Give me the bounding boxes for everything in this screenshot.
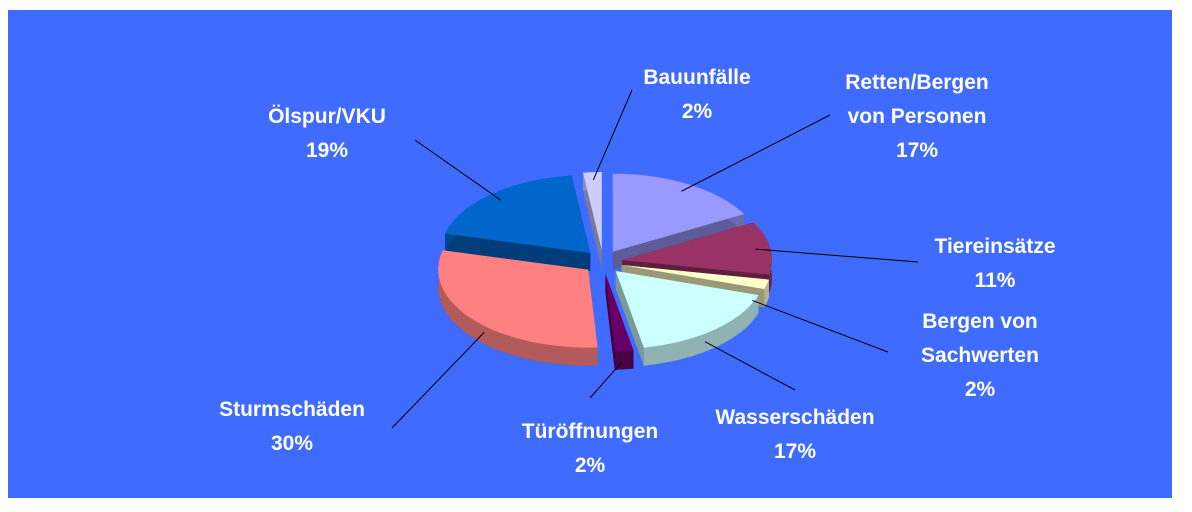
leader-line bbox=[592, 89, 633, 181]
leader-line bbox=[589, 361, 623, 399]
slice-side bbox=[615, 271, 644, 366]
slice bbox=[612, 173, 745, 252]
leader-line bbox=[414, 139, 502, 201]
value-label: 19% bbox=[305, 139, 349, 162]
leader-line bbox=[704, 341, 796, 391]
slice-side bbox=[583, 172, 602, 268]
leader-line bbox=[755, 248, 919, 263]
category-label: Tiereinsätze bbox=[934, 235, 1056, 258]
slice bbox=[622, 222, 772, 275]
data-label: Türöffnungen 2% bbox=[522, 415, 658, 483]
category-label: Ölspur/VKU bbox=[268, 105, 386, 128]
data-label: Sturmschäden 30% bbox=[219, 393, 365, 461]
data-label: Bauunfälle 2% bbox=[643, 61, 750, 129]
value-label: 17% bbox=[773, 440, 817, 463]
value-label: 2% bbox=[574, 454, 606, 477]
slice-side bbox=[445, 233, 591, 271]
slice-side bbox=[643, 295, 759, 366]
category-label: Retten/Bergen von Personen bbox=[845, 71, 989, 128]
slice bbox=[621, 265, 769, 290]
category-label: Türöffnungen bbox=[521, 420, 659, 443]
leader-line bbox=[681, 114, 831, 192]
leader-line bbox=[752, 299, 889, 353]
value-label: 11% bbox=[974, 269, 1016, 292]
slice-side bbox=[764, 279, 769, 308]
category-label: Wasserschäden bbox=[715, 406, 875, 429]
data-label: Tiereinsätze 11% bbox=[934, 230, 1055, 298]
data-label: Ölspur/VKU 19% bbox=[268, 100, 386, 168]
data-label: Bergen von Sachwerten 2% bbox=[921, 305, 1039, 407]
data-label: Wasserschäden 17% bbox=[715, 401, 874, 469]
slice bbox=[438, 250, 598, 348]
slice-side bbox=[438, 250, 598, 366]
data-label: Retten/Bergen von Personen 17% bbox=[845, 66, 989, 168]
category-label: Bergen von Sachwerten bbox=[921, 310, 1039, 367]
category-label: Bauunfälle bbox=[643, 66, 751, 89]
slice bbox=[605, 273, 634, 352]
slice bbox=[615, 271, 759, 348]
slice bbox=[445, 175, 591, 253]
value-label: 17% bbox=[895, 139, 939, 162]
category-label: Sturmschäden bbox=[219, 398, 365, 421]
slice-side bbox=[605, 273, 615, 370]
value-label: 30% bbox=[270, 432, 314, 455]
value-label: 2% bbox=[681, 100, 713, 123]
leader-line bbox=[391, 332, 485, 429]
slice bbox=[583, 172, 602, 250]
value-label: 2% bbox=[964, 378, 996, 401]
